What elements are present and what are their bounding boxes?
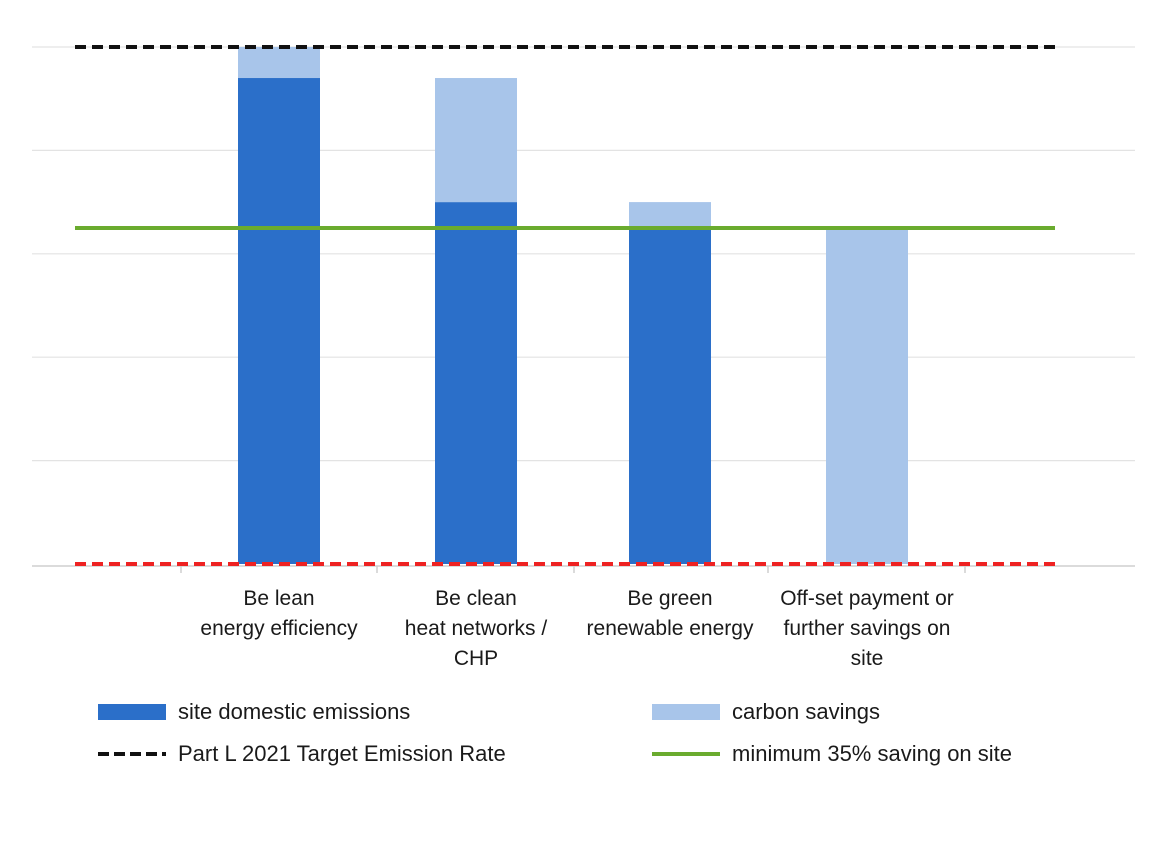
legend-swatch-green-line	[652, 752, 720, 756]
legend-swatch-dark-blue	[98, 704, 166, 720]
bar-site-domestic-emissions-2	[629, 227, 711, 564]
bar-site-domestic-emissions-0	[238, 78, 320, 565]
x-axis-ticks	[180, 566, 966, 573]
legend-label: carbon savings	[732, 699, 880, 724]
reference-lines	[75, 45, 1055, 566]
legend-label: Part L 2021 Target Emission Rate	[178, 741, 506, 766]
legend-label: site domestic emissions	[178, 699, 411, 724]
category-label-be-lean: Be lean energy efficiency	[200, 587, 358, 640]
category-label-off-set: Off-set payment or further savings on si…	[780, 587, 954, 670]
bar-carbon-savings-2	[629, 202, 711, 228]
bar-carbon-savings-1	[435, 78, 517, 203]
legend-label: minimum 35% saving on site	[732, 741, 1013, 766]
bar-site-domestic-emissions-1	[435, 202, 517, 564]
legend-swatch-black-dashed	[98, 752, 166, 756]
legend-item-minimum-saving: minimum 35% saving on site	[652, 741, 1012, 767]
category-label-be-green: Be green renewable energy	[586, 587, 754, 640]
bar-carbon-savings-0	[238, 47, 320, 79]
legend-swatch-light-blue	[652, 704, 720, 720]
legend-item-site-domestic-emissions: site domestic emissions	[98, 699, 410, 725]
category-label-be-clean: Be clean heat networks / CHP	[404, 587, 548, 670]
legend-item-carbon-savings: carbon savings	[652, 699, 880, 725]
gridlines	[32, 46, 1135, 462]
bar-carbon-savings-3	[826, 227, 908, 564]
bars	[238, 47, 908, 565]
legend-item-target-emission-rate: Part L 2021 Target Emission Rate	[98, 741, 506, 767]
